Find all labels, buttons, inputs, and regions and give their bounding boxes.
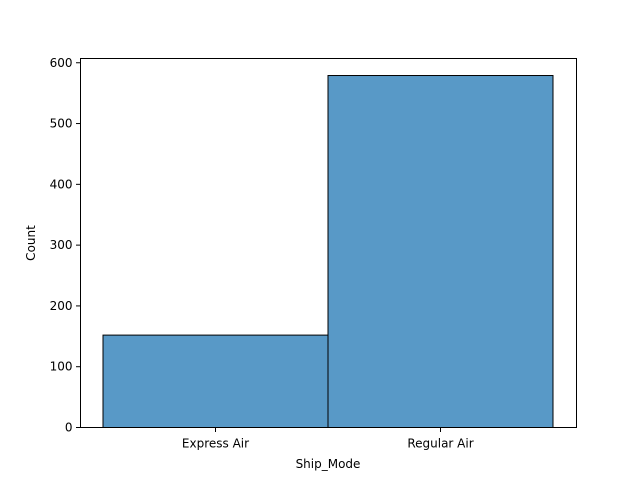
y-tick-label: 200 <box>50 299 73 313</box>
plot-frame <box>80 58 577 428</box>
y-tick-label: 0 <box>65 421 73 435</box>
y-tick-label: 100 <box>50 360 73 374</box>
y-tick-label: 500 <box>50 117 73 131</box>
x-axis-label: Ship_Mode <box>296 457 361 471</box>
y-tick-label: 300 <box>50 238 73 252</box>
y-tick-label: 600 <box>50 56 73 70</box>
y-tick-label: 400 <box>50 177 73 191</box>
y-axis-label: Count <box>24 225 38 261</box>
bar-regular-air <box>327 75 554 428</box>
x-tick-label: Regular Air <box>407 437 473 451</box>
bar-express-air <box>102 334 329 428</box>
x-tick-label: Express Air <box>182 437 249 451</box>
